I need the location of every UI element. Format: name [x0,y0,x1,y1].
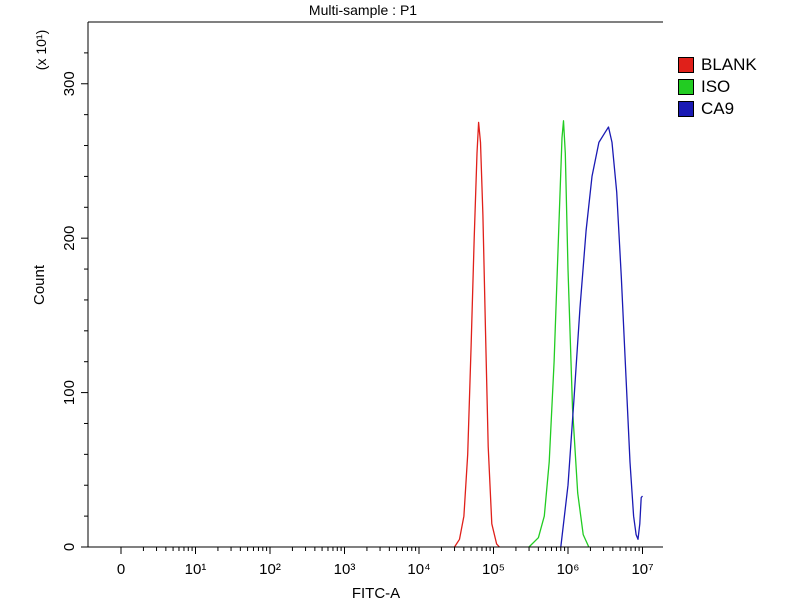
y-multiplier-label: (x 10¹) [33,30,49,70]
legend-swatch-ca9 [678,101,694,117]
x-tick-label: 0 [117,561,125,578]
y-axis-ticks: 0 100 200 300 [61,52,88,551]
legend-item-iso: ISO [678,76,757,98]
x-tick-label: 10¹ [185,561,207,578]
series-line-iso [528,120,590,548]
series-line-ca9 [560,126,644,548]
legend-label-ca9: CA9 [701,99,735,118]
y-tick-label: 0 [61,543,78,551]
x-tick-label: 10² [259,561,281,578]
x-axis-label: FITC-A [352,585,400,600]
y-axis-label: Count [31,264,48,305]
y-tick-label: 300 [61,71,78,96]
legend-swatch-iso [678,79,694,95]
legend-item-blank: BLANK [678,54,757,76]
legend-swatch-blank [678,57,694,73]
legend-item-ca9: CA9 [678,98,757,120]
x-tick-label: 10⁴ [407,561,430,578]
x-tick-label: 10⁵ [482,561,505,578]
plot-area [453,120,644,548]
chart-title: Multi-sample : P1 [309,2,417,18]
y-tick-label: 100 [61,380,78,405]
legend: BLANK ISO CA9 [678,54,757,120]
x-tick-label: 10⁷ [631,561,653,578]
legend-label-iso: ISO [701,77,731,96]
series-line-blank [453,121,500,548]
legend-label-blank: BLANK [701,55,757,74]
x-tick-label: 10³ [334,561,356,578]
x-axis-ticks: 0 10¹ 10² 10³ 10⁴ 10⁵ 10⁶ 10⁷ [117,547,654,578]
y-tick-label: 200 [61,226,78,251]
x-tick-label: 10⁶ [557,561,580,578]
